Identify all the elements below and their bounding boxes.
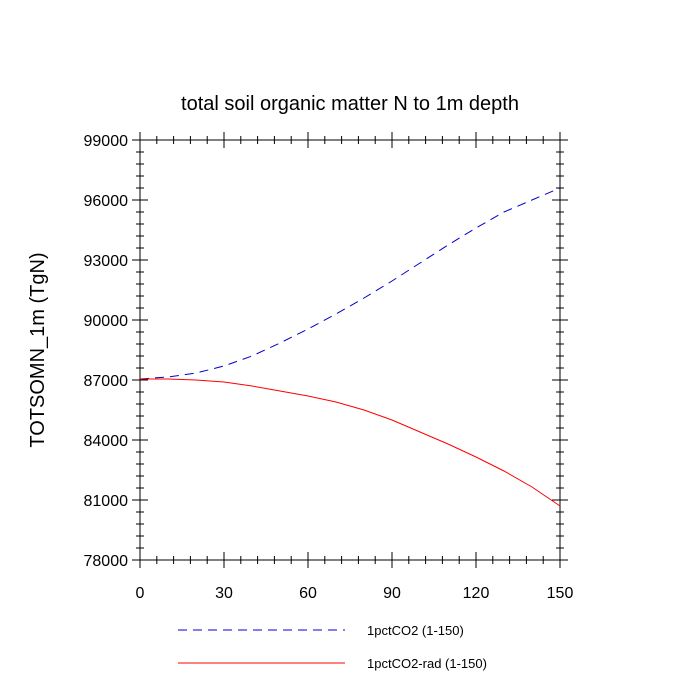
y-tick-label: 99000: [84, 133, 129, 150]
series-line-1: [139, 187, 561, 380]
legend-label-1: 1pctCO2 (1-150): [367, 623, 464, 638]
x-tick-label: 60: [299, 585, 317, 602]
x-tick-label: 150: [547, 585, 574, 602]
x-tick-label: 120: [463, 585, 490, 602]
y-tick-label: 90000: [84, 313, 129, 330]
y-tick-label: 84000: [84, 433, 129, 450]
x-tick-label: 90: [383, 585, 401, 602]
plot-frame: [139, 139, 561, 561]
axis-ticks: [132, 132, 568, 568]
series-lines: [139, 187, 561, 507]
y-tick-label: 96000: [84, 193, 129, 210]
y-tick-label: 81000: [84, 493, 129, 510]
y-tick-labels: 78000 81000 84000 87000 90000 93000 96000 99000: [84, 133, 129, 570]
y-axis-label: TOTSOMN_1m (TgN): [27, 252, 49, 447]
legend: 1pctCO2 (1-150) 1pctCO2-rad (1-150): [178, 623, 487, 671]
y-tick-label: 93000: [84, 253, 129, 270]
y-tick-label: 78000: [84, 553, 129, 570]
series-line-2: [140, 378, 561, 507]
chart-title: total soil organic matter N to 1m depth: [181, 93, 519, 115]
y-tick-label: 87000: [84, 373, 129, 390]
legend-label-2: 1pctCO2-rad (1-150): [367, 656, 487, 671]
x-tick-labels: 0 30 60 90 120 150: [136, 585, 574, 602]
x-tick-label: 0: [136, 585, 145, 602]
x-tick-label: 30: [215, 585, 233, 602]
